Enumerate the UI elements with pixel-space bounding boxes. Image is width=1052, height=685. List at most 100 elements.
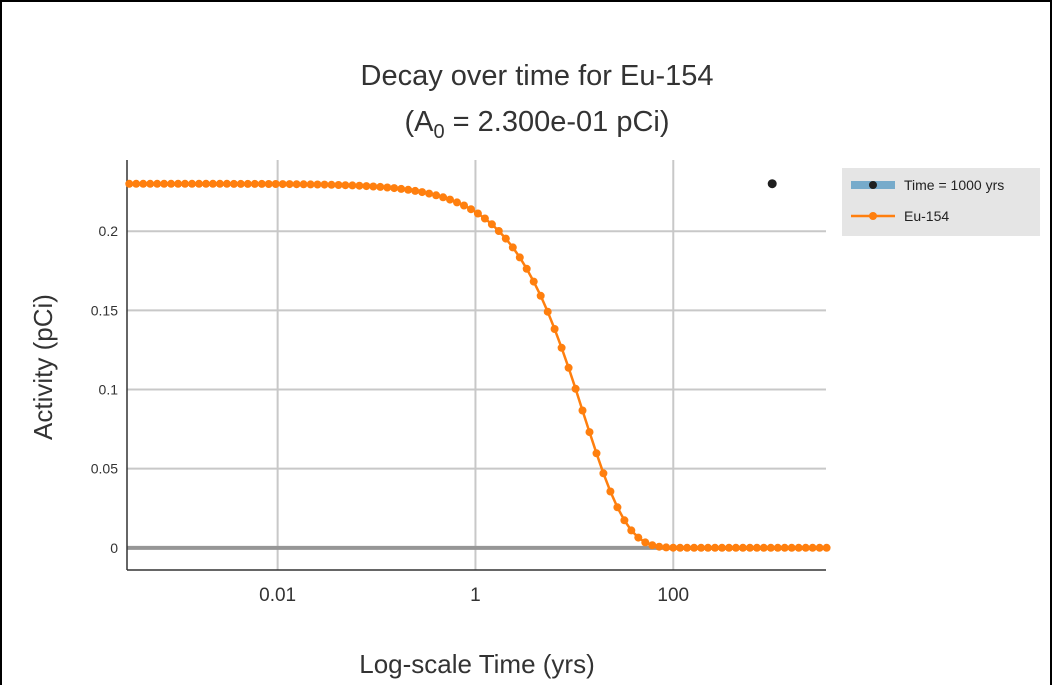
y-tick-label: 0.1 — [99, 382, 119, 398]
y-tick-label: 0.15 — [91, 302, 118, 318]
eu154-data-point — [704, 543, 712, 552]
eu154-data-point — [473, 209, 482, 218]
eu154-data-point — [208, 179, 217, 188]
eu154-data-point — [822, 543, 831, 552]
eu154-data-point — [808, 543, 817, 552]
eu154-data-point — [439, 193, 448, 202]
eu154-data-point — [355, 181, 364, 190]
eu154-data-point — [418, 188, 427, 197]
eu154-data-point — [648, 541, 657, 550]
title-a-symbol: (A — [404, 106, 434, 138]
eu154-data-point — [446, 195, 454, 204]
eu154-data-point — [390, 184, 399, 193]
eu154-data-point — [718, 543, 726, 552]
eu154-data-point — [202, 179, 210, 188]
legend-marker-eu154 — [869, 212, 877, 220]
eu154-data-point — [620, 516, 629, 525]
tick-labels: 0.01 1 100 0 0.05 0.1 0.15 0.2 — [91, 223, 689, 606]
eu154-data-point — [404, 185, 413, 194]
eu154-data-point — [780, 543, 789, 552]
eu154-data-point — [578, 406, 587, 415]
eu154-data-point — [773, 543, 782, 552]
time-marker-point — [767, 179, 777, 189]
eu154-data-point — [738, 543, 747, 552]
x-tick-label: 1 — [470, 585, 481, 606]
x-tick-label: 100 — [657, 585, 689, 606]
eu154-data-point — [271, 180, 280, 188]
eu154-data-point — [571, 384, 580, 393]
eu154-data-point — [195, 179, 203, 188]
eu154-data-point — [411, 186, 420, 195]
eu154-data-point — [536, 291, 545, 300]
y-tick-label: 0.2 — [99, 223, 119, 239]
eu154-data-point — [759, 543, 768, 552]
eu154-data-point — [794, 543, 803, 552]
eu154-data-point — [662, 543, 671, 552]
x-tick-label: 0.01 — [259, 585, 296, 606]
eu154-data-point — [815, 543, 824, 552]
eu154-data-point — [766, 543, 775, 552]
eu154-data-point — [467, 205, 475, 214]
eu154-data-point — [697, 543, 706, 552]
eu154-data-point — [676, 543, 685, 552]
eu154-data-point — [125, 179, 134, 188]
eu154-data-point — [425, 189, 434, 198]
eu154-data-point — [320, 180, 329, 189]
eu154-data-point — [543, 307, 552, 316]
eu154-data-point — [487, 220, 496, 229]
eu154-data-point — [132, 179, 141, 188]
plot-area — [125, 179, 831, 552]
eu154-data-point — [731, 543, 740, 552]
legend-label-eu154: Eu-154 — [904, 208, 949, 224]
eu154-data-point — [501, 234, 510, 243]
eu154-data-point — [655, 542, 664, 551]
eu154-data-point — [550, 325, 559, 333]
eu154-data-point — [641, 538, 650, 547]
eu154-data-point — [243, 179, 252, 188]
eu154-data-point — [494, 227, 503, 235]
eu154-data-point — [711, 543, 719, 552]
eu154-data-point — [669, 543, 678, 552]
eu154-data-point — [745, 543, 754, 552]
eu154-data-point — [222, 179, 231, 188]
eu154-series-line — [129, 182, 827, 550]
eu154-data-point — [215, 179, 224, 188]
eu154-data-point — [564, 363, 573, 372]
legend-background — [842, 168, 1040, 236]
eu154-data-point — [683, 543, 692, 552]
y-axis-title: Activity (pCi) — [28, 294, 58, 440]
eu154-data-point — [285, 180, 294, 189]
eu154-data-point — [341, 181, 350, 190]
eu154-data-point — [313, 180, 322, 189]
title-a-subscript: 0 — [433, 121, 444, 143]
legend-marker-time — [869, 181, 877, 189]
y-tick-label: 0.05 — [91, 461, 118, 477]
title-a-value: = 2.300e-01 pCi) — [445, 106, 670, 138]
eu154-data-point — [229, 179, 238, 188]
grid-lines — [127, 160, 826, 570]
eu154-data-point — [174, 179, 183, 188]
y-tick-label: 0 — [110, 540, 118, 556]
eu154-data-point — [557, 343, 566, 352]
eu154-data-point — [376, 182, 385, 191]
eu154-data-point — [634, 533, 643, 542]
eu154-data-point — [627, 526, 636, 535]
legend[interactable]: Time = 1000 yrs Eu-154 — [842, 168, 1040, 236]
eu154-data-point — [383, 183, 392, 192]
eu154-data-point — [362, 182, 371, 191]
eu154-data-point — [397, 184, 406, 193]
eu154-data-point — [522, 264, 531, 273]
eu154-data-point — [146, 179, 155, 188]
eu154-data-point — [585, 428, 594, 437]
eu154-data-point — [613, 503, 622, 512]
eu154-data-point — [250, 179, 259, 188]
eu154-data-point — [327, 180, 336, 189]
eu154-data-point — [299, 180, 308, 189]
axes — [126, 160, 826, 571]
eu154-data-point — [752, 543, 761, 552]
eu154-data-point — [453, 198, 461, 207]
legend-label-time: Time = 1000 yrs — [904, 177, 1004, 193]
eu154-data-point — [167, 179, 176, 188]
eu154-data-point — [592, 449, 601, 458]
